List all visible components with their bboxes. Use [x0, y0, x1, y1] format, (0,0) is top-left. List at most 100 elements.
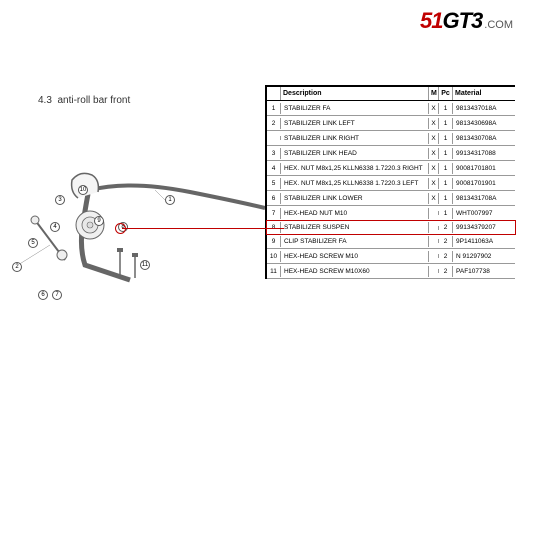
cell-description: HEX-HEAD NUT M10	[281, 208, 429, 219]
table-row: 4HEX. NUT M8x1,25 KLLN6338 1.7220.3 RIGH…	[267, 161, 515, 176]
cell-material: 9813431708A	[453, 193, 515, 204]
cell-material: 9P1411063A	[453, 236, 515, 247]
table-row: STABILIZER LINK RIGHTX19813430708A	[267, 131, 515, 146]
link-bottom	[57, 250, 67, 260]
cell-pc: 2	[439, 236, 453, 247]
cell-no: 10	[267, 251, 281, 262]
leader-1	[155, 190, 165, 200]
part-label-7: 7	[52, 290, 62, 300]
section-name: anti-roll bar front	[57, 95, 130, 106]
cell-description: STABILIZER LINK LOWER	[281, 193, 429, 204]
part-label-3: 3	[55, 195, 65, 205]
table-header-row: Description M Pc Material	[267, 87, 515, 101]
cell-m	[429, 211, 439, 215]
cell-description: HEX. NUT M8x1,25 KLLN6338 1.7220.3 RIGHT	[281, 163, 429, 174]
cell-no: 9	[267, 236, 281, 247]
brand-gt3: GT3	[442, 8, 482, 33]
cell-m	[429, 254, 439, 258]
cell-m	[429, 269, 439, 273]
part-label-4: 4	[50, 222, 60, 232]
header-description: Description	[281, 87, 429, 100]
cell-material: 90081701901	[453, 178, 515, 189]
cell-material: PAF107738	[453, 266, 515, 277]
part-label-9: 9	[94, 216, 104, 226]
header-pc: Pc	[439, 87, 453, 100]
cell-no: 4	[267, 163, 281, 174]
cell-m: X	[429, 148, 439, 159]
cell-material: 99134379207	[453, 222, 515, 233]
cell-no: 5	[267, 178, 281, 189]
cell-no: 1	[267, 103, 281, 114]
cell-material: 99134317088	[453, 148, 515, 159]
cell-description: STABILIZER LINK HEAD	[281, 148, 429, 159]
cell-description: STABILIZER LINK LEFT	[281, 118, 429, 129]
table-row: 11HEX-HEAD SCREW M10X602PAF107738	[267, 264, 515, 279]
cell-material: 90081701801	[453, 163, 515, 174]
part-label-5: 5	[28, 238, 38, 248]
cell-m: X	[429, 193, 439, 204]
stabilizer-bar	[90, 185, 265, 208]
cell-material: WHT007997	[453, 208, 515, 219]
cell-material: 9813430708A	[453, 133, 515, 144]
link-top	[31, 216, 39, 224]
cell-material: 9813430698A	[453, 118, 515, 129]
diagram-svg	[10, 150, 270, 350]
bushing-core	[87, 222, 93, 228]
header-no	[267, 87, 281, 100]
cell-m	[429, 239, 439, 243]
part-label-10: 10	[78, 185, 88, 195]
part-label-1: 1	[165, 195, 175, 205]
cell-m: X	[429, 163, 439, 174]
table-row: 7HEX-HEAD NUT M10 1WHT007997	[267, 206, 515, 221]
cell-no: 6	[267, 193, 281, 204]
cell-m: X	[429, 178, 439, 189]
cell-pc: 1	[439, 103, 453, 114]
cell-description: STABILIZER SUSPEN	[281, 222, 429, 233]
cell-description: HEX-HEAD SCREW M10X60	[281, 266, 429, 277]
brand-s1: 51	[420, 8, 442, 33]
cell-pc: 2	[439, 222, 453, 233]
part-label-2: 2	[12, 262, 22, 272]
cell-m: X	[429, 118, 439, 129]
cell-pc: 2	[439, 251, 453, 262]
leader-2	[18, 245, 50, 265]
cell-pc: 1	[439, 178, 453, 189]
cell-no: 11	[267, 266, 281, 277]
table-row: 2STABILIZER LINK LEFTX19813430698A	[267, 116, 515, 131]
table-row: 1STABILIZER FAX19813437018A	[267, 101, 515, 116]
section-title: 4.3 anti-roll bar front	[38, 95, 130, 106]
cell-material: N 91297902	[453, 251, 515, 262]
cell-description: STABILIZER FA	[281, 103, 429, 114]
cell-pc: 1	[439, 148, 453, 159]
brand-com: .COM	[484, 19, 513, 31]
brand-header: 51GT3.COM	[420, 8, 513, 34]
header-m: M	[429, 87, 439, 100]
table-row: 9CLIP STABILIZER FA29P1411063A	[267, 234, 515, 249]
cell-m: X	[429, 103, 439, 114]
cell-description: HEX-HEAD SCREW M10	[281, 251, 429, 262]
exploded-diagram: 1234567891011	[10, 150, 270, 350]
cell-m: X	[429, 133, 439, 144]
cell-pc: 1	[439, 208, 453, 219]
part-label-6: 6	[38, 290, 48, 300]
cell-description: STABILIZER LINK RIGHT	[281, 133, 429, 144]
cell-pc: 1	[439, 118, 453, 129]
part-label-11: 11	[140, 260, 150, 270]
cell-m	[429, 226, 439, 230]
cell-material: 9813437018A	[453, 103, 515, 114]
table-row: 8STABILIZER SUSPEN299134379207	[266, 220, 516, 235]
table-row: 10HEX-HEAD SCREW M10 2N 91297902	[267, 249, 515, 264]
cell-pc: 1	[439, 193, 453, 204]
parts-table: Description M Pc Material 1STABILIZER FA…	[265, 85, 515, 279]
cell-pc: 1	[439, 163, 453, 174]
cell-description: HEX. NUT M8x1,25 KLLN6338 1.7220.3 LEFT	[281, 178, 429, 189]
table-row: 3STABILIZER LINK HEADX199134317088	[267, 146, 515, 161]
table-row: 6STABILIZER LINK LOWERX19813431708A	[267, 191, 515, 206]
cell-pc: 1	[439, 133, 453, 144]
highlight-callout-line	[122, 228, 284, 230]
cell-no: 7	[267, 208, 281, 219]
section-number: 4.3	[38, 95, 52, 106]
cell-no: 3	[267, 148, 281, 159]
cell-no: 2	[267, 118, 281, 129]
table-row: 5HEX. NUT M8x1,25 KLLN6338 1.7220.3 LEFT…	[267, 176, 515, 191]
